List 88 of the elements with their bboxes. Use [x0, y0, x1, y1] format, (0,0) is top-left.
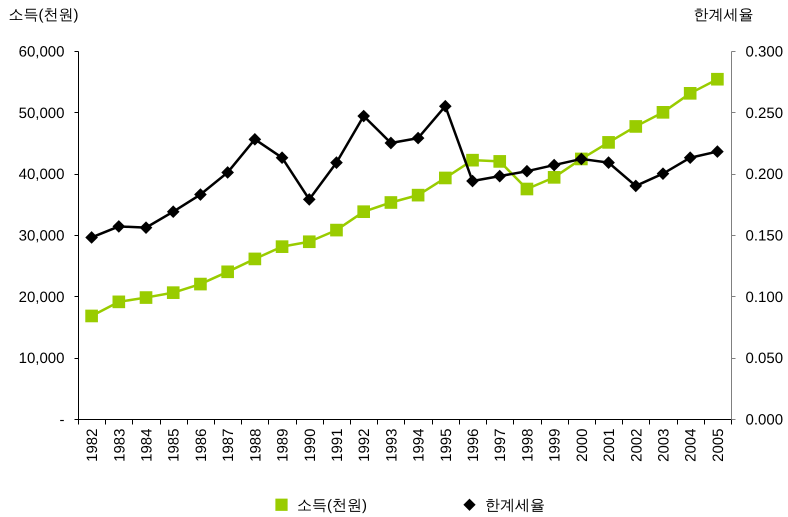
x-tick-label: 1990: [302, 428, 319, 462]
point: [330, 156, 343, 169]
x-tick-label: 1989: [274, 428, 292, 462]
x-tick-label: 1999: [546, 428, 564, 462]
point: [248, 252, 262, 266]
x-tick-label: 1993: [383, 428, 400, 462]
point: [602, 136, 615, 149]
x-tick-label: 1992: [356, 428, 374, 462]
point: [357, 205, 370, 218]
point: [384, 196, 398, 209]
point: [548, 158, 560, 172]
y-tick-label: 40,000: [18, 166, 64, 184]
point: [602, 156, 615, 169]
y-tick-label: 20,000: [18, 288, 64, 306]
x-tick-label: 2000: [574, 428, 591, 462]
x-tick-label: 1986: [192, 428, 210, 462]
x-tick-label: 1983: [111, 428, 128, 462]
point: [684, 151, 697, 164]
point: [140, 221, 152, 234]
y-axis-title: 소득(천원): [8, 6, 78, 24]
x-tick-label: 2003: [655, 428, 672, 462]
x-tick-label: 2001: [601, 428, 618, 462]
y2-tick-label: 0.050: [746, 350, 784, 368]
point: [248, 132, 262, 146]
point: [711, 72, 724, 86]
y-tick-label: 60,000: [18, 44, 64, 60]
point: [548, 171, 560, 184]
y2-tick-label: 0.300: [746, 44, 784, 60]
y-tick-label: 50,000: [18, 104, 64, 122]
point: [493, 155, 506, 168]
point: [302, 235, 316, 248]
point: [302, 193, 316, 206]
point: [520, 164, 534, 178]
x-tick-label: 1982: [84, 428, 102, 462]
point: [221, 166, 234, 179]
point: [520, 182, 534, 196]
y2-axis-title: 한계세율: [694, 6, 754, 24]
x-tick-label: 1996: [465, 428, 482, 462]
x-tick-label: 1995: [438, 428, 455, 462]
point: [656, 106, 670, 119]
point: [656, 167, 670, 180]
point: [166, 286, 180, 299]
point: [194, 188, 207, 201]
legend-label: 소득(천원): [297, 496, 367, 514]
x-tick-label: 1991: [328, 428, 346, 462]
x-tick-label: 1998: [519, 428, 536, 462]
y2-tick-label: 0.100: [746, 288, 784, 306]
y-tick-label: -: [60, 412, 64, 428]
point: [412, 188, 424, 202]
y2-tick-label: 0.000: [746, 412, 784, 428]
y2-tick-label: 0.250: [746, 104, 784, 122]
point: [221, 265, 234, 278]
point: [466, 154, 479, 166]
legend-label: 한계세율: [485, 496, 545, 514]
x-tick-label: 1987: [220, 428, 238, 462]
x-tick-label: 2005: [710, 428, 727, 462]
point: [493, 170, 506, 182]
point: [629, 180, 642, 192]
x-tick-label: 2004: [682, 428, 700, 462]
x-tick-label: 1997: [492, 428, 510, 462]
point: [711, 145, 724, 158]
point: [384, 136, 398, 150]
y-tick-label: 30,000: [18, 228, 64, 244]
point: [112, 296, 126, 308]
x-tick-label: 1985: [166, 428, 183, 462]
point: [112, 220, 126, 233]
point: [140, 291, 152, 304]
point: [194, 278, 207, 290]
y2-tick-label: 0.150: [746, 228, 784, 244]
point: [85, 310, 98, 322]
x-tick-label: 1994: [410, 428, 428, 462]
point: [412, 132, 424, 144]
x-tick-label: 1988: [247, 428, 264, 462]
point: [438, 172, 452, 184]
point: [357, 110, 370, 122]
y2-tick-label: 0.200: [746, 166, 784, 184]
x-tick-label: 1984: [138, 428, 156, 462]
point: [684, 86, 697, 100]
x-tick-label: 2002: [628, 428, 646, 462]
point: [276, 151, 288, 164]
y-tick-label: 10,000: [18, 350, 64, 368]
point: [330, 224, 343, 236]
point: [466, 174, 479, 188]
point: [85, 231, 98, 244]
point: [166, 205, 180, 218]
point: [276, 240, 288, 253]
point: [629, 120, 642, 133]
point: [438, 100, 452, 113]
